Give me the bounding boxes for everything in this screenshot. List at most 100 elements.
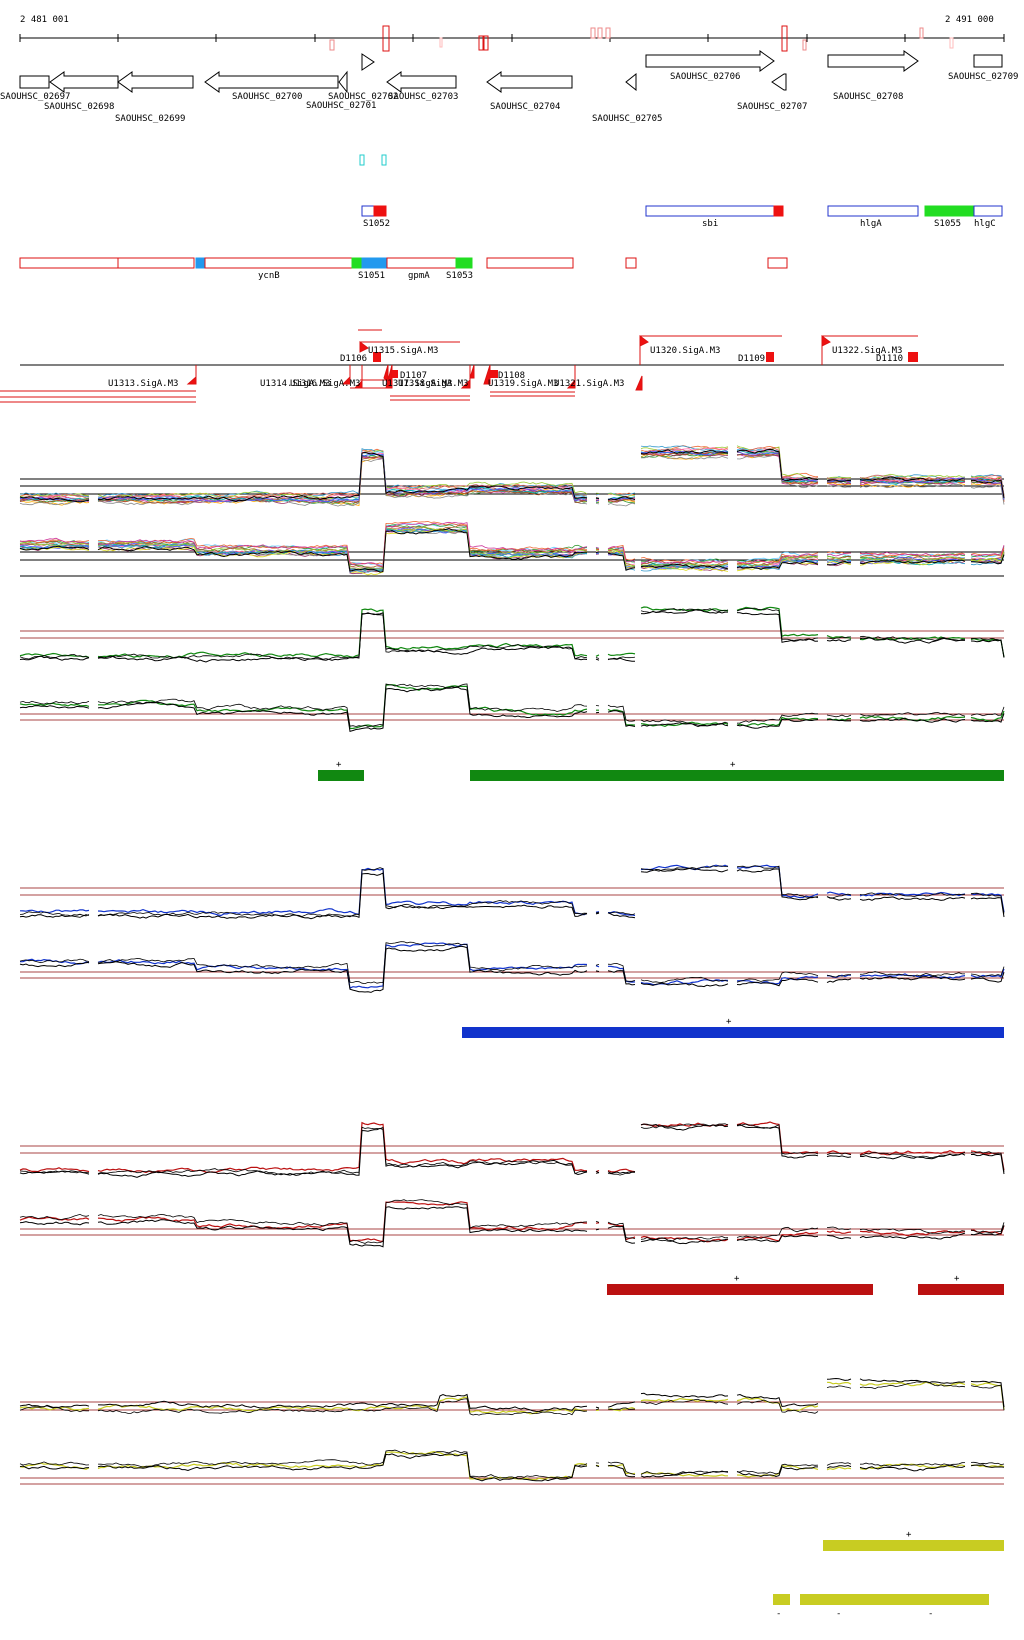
- downshift-label: D1106: [340, 354, 367, 364]
- downshift-label: D1108: [498, 371, 525, 381]
- feature-box[interactable]: [361, 205, 375, 217]
- segment-sign: +: [734, 1274, 740, 1284]
- profile-trace: [19, 1199, 1005, 1244]
- promoter-label: U1313.SigA.M3: [108, 379, 178, 389]
- gene-arrow[interactable]: [645, 50, 775, 72]
- feature-box[interactable]: [973, 205, 1003, 217]
- feature-box[interactable]: [773, 205, 784, 217]
- segment-bar-yellow[interactable]: [773, 1594, 790, 1605]
- promoter-track: U1313.SigA.M3 U1314.SigA.M3 U1315.SigA.M…: [0, 329, 1004, 403]
- coordinate-axis: 2 481 001 2 491 000: [19, 15, 1005, 52]
- gene-label: SAOUHSC_02698: [44, 102, 114, 112]
- profile-trace: [19, 1206, 1005, 1248]
- feature-box[interactable]: [625, 257, 637, 269]
- profile-trace: [19, 1123, 1005, 1176]
- feature-label: S1052: [363, 219, 390, 229]
- gene-label: SAOUHSC_02699: [115, 114, 185, 124]
- gene-arrow[interactable]: [386, 71, 457, 93]
- segment-bar-red[interactable]: [918, 1284, 1004, 1295]
- gene-label: SAOUHSC_02702: [328, 92, 398, 102]
- axis-ticks: [19, 34, 1005, 42]
- profile-trace: [19, 1452, 1005, 1482]
- profile-trace: [19, 609, 1005, 663]
- gene-arrow[interactable]: [49, 71, 119, 93]
- profile-trace: [20, 942, 1005, 989]
- profile-trace: [19, 684, 1005, 730]
- profile-trace: [19, 445, 1005, 500]
- feature-box[interactable]: [486, 257, 574, 269]
- feature-label: sbi: [702, 219, 718, 229]
- feature-label: hlgA: [860, 219, 882, 229]
- promoter-label: U1316.SigA.M3: [290, 379, 360, 389]
- downshift-marks: [373, 352, 918, 378]
- cyan-marks: [359, 154, 387, 166]
- gene-arrow[interactable]: [204, 71, 339, 93]
- gene-label: SAOUHSC_02707: [737, 102, 807, 112]
- promoter-label: U1318.SigA.M3: [398, 379, 468, 389]
- profile-trace: [19, 1449, 1005, 1479]
- profile-trace: [19, 527, 1005, 573]
- gene-arrow[interactable]: [19, 75, 50, 89]
- segment-bar-blue[interactable]: [462, 1027, 1004, 1038]
- feature-box[interactable]: [351, 257, 363, 269]
- gene-label: SAOUHSC_02704: [490, 102, 560, 112]
- feature-box[interactable]: [386, 257, 457, 269]
- profile-trace: [19, 1201, 1005, 1243]
- feature-box[interactable]: [117, 257, 195, 269]
- gene-track: [19, 50, 1003, 94]
- segment-sign: +: [730, 760, 736, 770]
- segment-bar-green[interactable]: [318, 770, 364, 781]
- gene-label: SAOUHSC_02697: [0, 92, 70, 102]
- gene-arrow[interactable]: [973, 54, 1003, 68]
- feature-label: hlgC: [974, 219, 996, 229]
- feature-box[interactable]: [455, 257, 473, 269]
- profile-trace: [19, 1123, 1005, 1178]
- promoter-label: U1317.SigA.M3: [382, 379, 452, 389]
- segment-bar-yellow[interactable]: [823, 1540, 1004, 1551]
- profile-trace: [19, 1381, 1005, 1415]
- profile-trace: [19, 607, 1005, 661]
- gene-label: SAOUHSC_02701: [306, 101, 376, 111]
- feature-box[interactable]: [924, 205, 975, 217]
- gene-arrow[interactable]: [338, 70, 348, 94]
- feature-label: ycnB: [258, 271, 280, 281]
- gene-labels: SAOUHSC_02697 SAOUHSC_02698 SAOUHSC_0269…: [0, 72, 1018, 124]
- feature-box[interactable]: [19, 257, 119, 269]
- segment-bar-yellow[interactable]: [800, 1594, 989, 1605]
- axis-end-label: 2 491 000: [945, 15, 994, 25]
- gene-label: SAOUHSC_02703: [388, 92, 458, 102]
- downshift-label: D1109: [738, 354, 765, 364]
- feature-box[interactable]: [645, 205, 775, 217]
- profile-trace: [19, 521, 1005, 567]
- promoter-flags: [186, 335, 831, 391]
- feature-box[interactable]: [361, 257, 388, 269]
- profile-trace: [19, 448, 1005, 503]
- segment-bar-red[interactable]: [607, 1284, 873, 1295]
- promoter-label: U1320.SigA.M3: [650, 346, 720, 356]
- profile-trace: [19, 864, 1005, 917]
- segment-sign: +: [954, 1274, 960, 1284]
- upper-feature-track: [361, 205, 1003, 217]
- segment-sign: -: [928, 1609, 933, 1619]
- gene-arrow[interactable]: [625, 72, 637, 92]
- feature-box[interactable]: [767, 257, 788, 269]
- profile-trace: [19, 448, 1005, 502]
- feature-box[interactable]: [195, 257, 206, 269]
- segment-bar-green[interactable]: [470, 770, 1004, 781]
- segment-sign: +: [336, 760, 342, 770]
- profile-trace: [19, 683, 1005, 727]
- gene-arrow[interactable]: [771, 73, 787, 91]
- gene-label: SAOUHSC_02700: [232, 92, 302, 102]
- transcript-lines: [0, 329, 918, 403]
- feature-box[interactable]: [827, 205, 919, 217]
- feature-box[interactable]: [373, 205, 387, 217]
- feature-label: S1053: [446, 271, 473, 281]
- gene-arrow[interactable]: [827, 50, 919, 72]
- gene-arrow[interactable]: [117, 71, 194, 93]
- feature-box[interactable]: [204, 257, 353, 269]
- gene-label: SAOUHSC_02706: [670, 72, 740, 82]
- upper-feature-labels: S1052 sbi hlgA S1055 hlgC: [363, 219, 996, 229]
- gene-arrow[interactable]: [486, 71, 573, 93]
- gene-arrow[interactable]: [361, 53, 375, 71]
